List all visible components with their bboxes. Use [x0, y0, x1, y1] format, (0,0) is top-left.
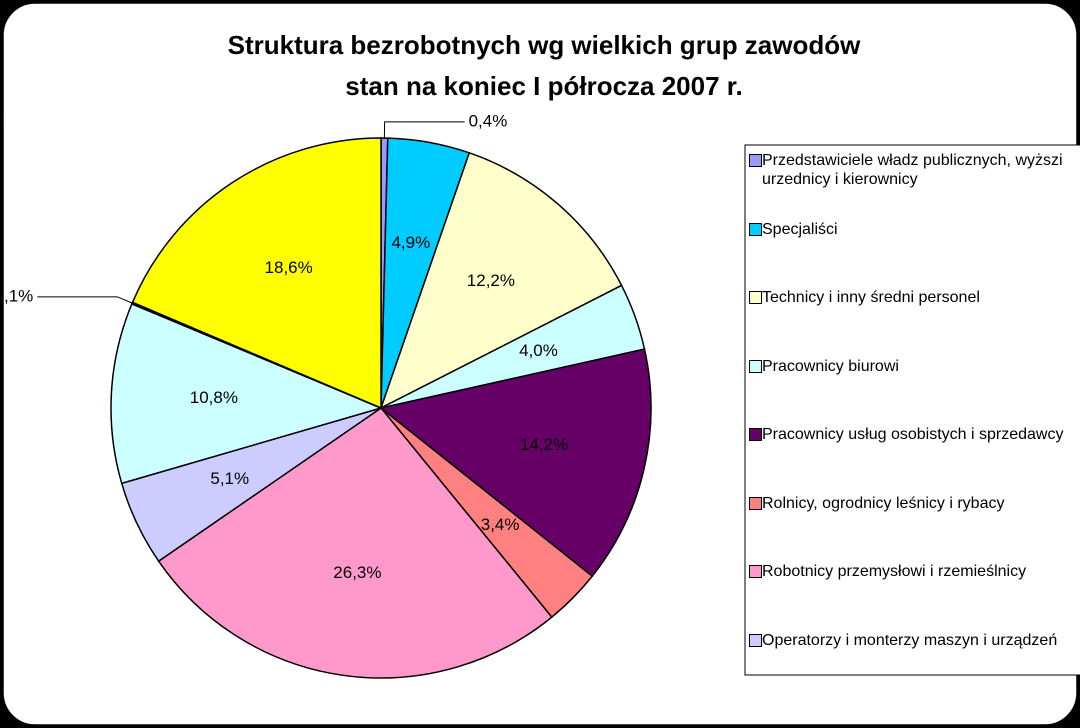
- legend-label: Rolnicy, ogrodnicy leśnicy i rybacy: [762, 494, 1005, 512]
- data-label: 10,8%: [190, 388, 238, 407]
- data-label: 4,0%: [519, 341, 558, 360]
- data-label: 4,9%: [391, 233, 430, 252]
- pie-slice: [379, 348, 652, 578]
- data-label: 18,6%: [265, 258, 313, 277]
- data-label: 26,3%: [333, 563, 381, 582]
- data-label: 12,2%: [467, 271, 515, 290]
- legend-swatch: [749, 428, 762, 441]
- legend-label: Robotnicy przemysłowi i rzemieślnicy: [762, 563, 1027, 580]
- legend-swatch: [749, 633, 762, 647]
- chart-subtitle: stan na koniec I półrocza 2007 r.: [345, 71, 742, 101]
- leader-line: [383, 121, 465, 139]
- legend-swatch: [749, 496, 762, 510]
- data-label: 3,4%: [481, 515, 520, 534]
- data-label: 0,4%: [469, 111, 508, 130]
- legend-swatch: [749, 154, 762, 167]
- legend-label: Pracownicy biurowi: [762, 357, 899, 375]
- legend-label: Pracownicy usług osobistych i sprzedawcy: [762, 426, 1064, 443]
- data-label: 5,1%: [210, 469, 249, 488]
- data-label: 0,1%: [0, 286, 33, 305]
- chart-title: Struktura bezrobotnych wg wielkich grup …: [228, 30, 861, 60]
- legend-box: [744, 144, 1080, 676]
- legend-swatch: [749, 359, 762, 373]
- legend-label: Przedstawiciele władz publicznych, wyższ…: [762, 152, 1063, 188]
- legend-swatch: [749, 565, 762, 578]
- pie-slice: [110, 302, 384, 485]
- legend-label: Specjaliści: [762, 220, 838, 238]
- data-label: 14,2%: [520, 435, 568, 454]
- legend-swatch: [749, 222, 762, 236]
- legend-swatch: [749, 291, 762, 304]
- legend-label: Technicy i inny średni personel: [762, 289, 980, 306]
- pie-slice: [131, 137, 382, 410]
- legend-label: Operatorzy i monterzy maszyn i urządzeń: [762, 631, 1058, 649]
- pie-slice: [379, 151, 623, 410]
- pie-slice: [157, 406, 553, 679]
- leader-line: [37, 296, 133, 304]
